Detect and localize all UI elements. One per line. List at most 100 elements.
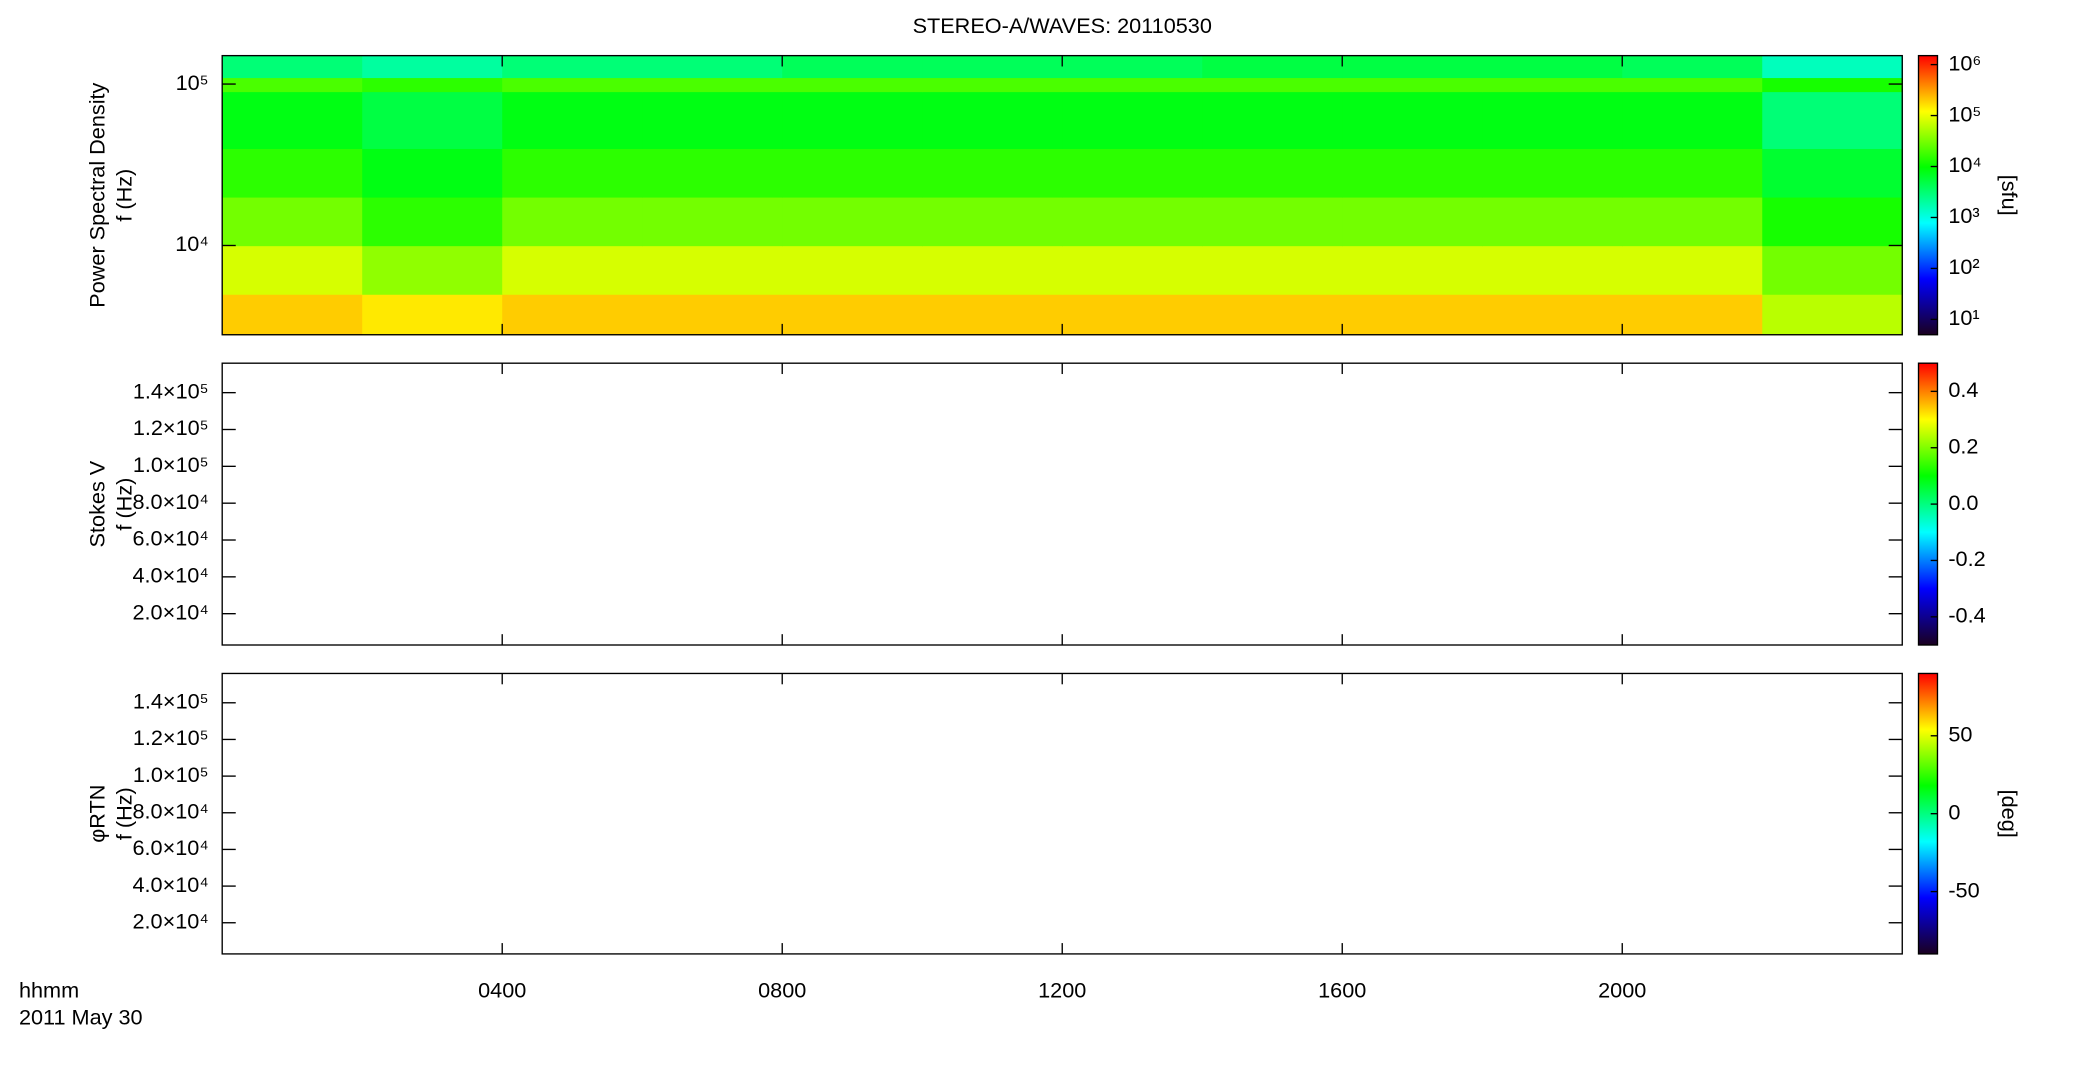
- heatmap-cell: [1762, 77, 1903, 93]
- heatmap-cell: [1202, 77, 1343, 93]
- y-axis-label: f (Hz): [112, 478, 137, 531]
- x-axis-label: hhmm: [19, 978, 79, 1003]
- heatmap-cell: [1622, 196, 1763, 247]
- heatmap-cell: [1482, 91, 1623, 149]
- heatmap-cell: [1762, 148, 1903, 198]
- colorbar-tick-label: 10¹: [1948, 305, 1979, 330]
- heatmap-cell: [1622, 245, 1763, 295]
- heatmap-cell: [222, 294, 363, 336]
- heatmap-cell: [1762, 245, 1903, 295]
- heatmap-cell: [642, 245, 783, 295]
- heatmap-cell: [1202, 245, 1343, 295]
- heatmap-cell: [1482, 245, 1623, 295]
- heatmap-cell: [922, 148, 1063, 198]
- heatmap-cell: [1622, 77, 1763, 93]
- heatmap-cell: [222, 148, 363, 198]
- y-tick-label: 2.0×10⁴: [132, 599, 208, 624]
- y-tick-label: 1.4×10⁵: [133, 378, 209, 403]
- heatmap-cell: [1482, 55, 1623, 79]
- heatmap-cell: [782, 245, 923, 295]
- y-axis-label: f (Hz): [112, 169, 137, 222]
- x-axis-label: 2011 May 30: [19, 1005, 143, 1030]
- heatmap-cell: [1482, 196, 1623, 247]
- heatmap-cell: [1342, 55, 1483, 79]
- colorbar-tick-label: 10⁶: [1948, 50, 1981, 75]
- heatmap-cell: [362, 55, 503, 79]
- heatmap-cell: [362, 77, 503, 93]
- heatmap-cell: [1062, 245, 1203, 295]
- colorbar-tick-label: 10⁴: [1948, 152, 1981, 177]
- heatmap-cell: [502, 77, 643, 93]
- heatmap-cell: [362, 294, 503, 336]
- heatmap-cell: [1202, 91, 1343, 149]
- y-tick-label: 2.0×10⁴: [132, 908, 208, 933]
- heatmap-cell: [1342, 77, 1483, 93]
- heatmap-cell: [1762, 196, 1903, 247]
- heatmap-cell: [1202, 148, 1343, 198]
- heatmap-cell: [1062, 196, 1203, 247]
- heatmap-cell: [502, 91, 643, 149]
- heatmap-cell: [782, 148, 923, 198]
- y-tick-label: 6.0×10⁴: [132, 526, 208, 551]
- x-tick-label: 1600: [1318, 978, 1366, 1003]
- heatmap-cell: [1762, 91, 1903, 149]
- chart-title: STEREO-A/WAVES: 20110530: [913, 13, 1212, 38]
- heatmap-cell: [642, 91, 783, 149]
- heatmap-cell: [362, 245, 503, 295]
- heatmap-cell: [1762, 294, 1903, 336]
- heatmap-cell: [222, 77, 363, 93]
- colorbar-tick-label: -0.2: [1948, 546, 1985, 571]
- y-tick-label: 1.0×10⁵: [133, 762, 209, 787]
- colorbar-label: [sfu]: [1997, 175, 2022, 216]
- heatmap-cell: [502, 148, 643, 198]
- heatmap-cell: [922, 91, 1063, 149]
- heatmap-cell: [502, 196, 643, 247]
- y-tick-label: 1.2×10⁵: [133, 415, 209, 440]
- colorbar-tick-label: -0.4: [1948, 603, 1985, 628]
- heatmap-cell: [362, 196, 503, 247]
- x-tick-label: 2000: [1598, 978, 1646, 1003]
- heatmap-cell: [362, 91, 503, 149]
- heatmap-cell: [222, 196, 363, 247]
- x-tick-label: 0400: [478, 978, 526, 1003]
- heatmap-cell: [642, 148, 783, 198]
- y-tick-label: 6.0×10⁴: [132, 835, 208, 860]
- colorbar-tick-label: 0.0: [1948, 490, 1978, 515]
- y-tick-label: 10⁵: [176, 70, 209, 95]
- heatmap-cell: [362, 148, 503, 198]
- colorbar-tick-label: 10⁵: [1948, 101, 1981, 126]
- heatmap-cell: [1342, 294, 1483, 336]
- colorbar-tick-label: 10²: [1948, 254, 1979, 279]
- y-tick-label: 8.0×10⁴: [132, 798, 208, 823]
- heatmap-cell: [1622, 91, 1763, 149]
- heatmap-cell: [1622, 55, 1763, 79]
- heatmap-cell: [1202, 196, 1343, 247]
- y-axis-label: f (Hz): [112, 787, 137, 840]
- y-axis-label: φRTN: [85, 785, 110, 843]
- colorbar-tick-label: 0.2: [1948, 433, 1978, 458]
- y-tick-label: 1.2×10⁵: [133, 725, 209, 750]
- heatmap-cell: [222, 55, 363, 79]
- colorbar: [1917, 54, 1939, 336]
- heatmap-cell: [1062, 294, 1203, 336]
- y-tick-label: 4.0×10⁴: [132, 872, 208, 897]
- heatmap-cell: [922, 196, 1063, 247]
- y-tick-label: 10⁴: [175, 231, 208, 256]
- colorbar-tick-label: 10³: [1948, 203, 1979, 228]
- plot-frame: [221, 672, 1903, 955]
- colorbar-tick-label: -50: [1948, 877, 1979, 902]
- heatmap-cell: [222, 245, 363, 295]
- heatmap-cell: [782, 91, 923, 149]
- y-tick-label: 8.0×10⁴: [132, 489, 208, 514]
- heatmap-cell: [1482, 294, 1623, 336]
- heatmap-cell: [1062, 55, 1203, 79]
- heatmap-cell: [1342, 196, 1483, 247]
- y-axis-label: Stokes V: [85, 460, 110, 547]
- heatmap-cell: [502, 294, 643, 336]
- heatmap-cell: [502, 55, 643, 79]
- heatmap-cell: [1342, 148, 1483, 198]
- heatmap-cell: [642, 77, 783, 93]
- heatmap-cell: [1202, 294, 1343, 336]
- heatmap-cell: [1202, 55, 1343, 79]
